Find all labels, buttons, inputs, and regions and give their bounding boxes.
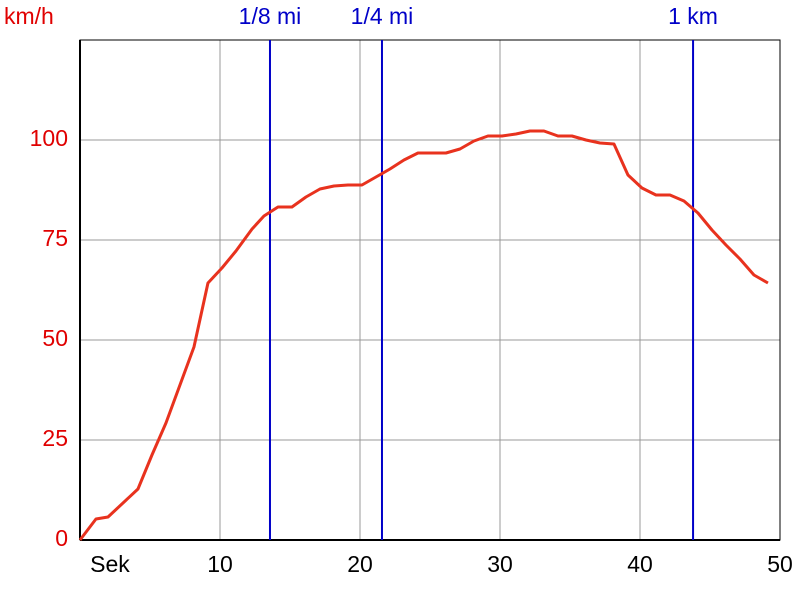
y-tick-label: 100 (30, 125, 68, 151)
x-tick-label: 40 (627, 551, 653, 577)
x-tick-label: 30 (487, 551, 513, 577)
distance-marker-label: 1 km (668, 3, 718, 29)
y-axis-label: km/h (4, 3, 54, 29)
y-tick-label: 0 (55, 525, 68, 551)
x-axis-label: Sek (90, 551, 130, 577)
y-tick-label: 25 (42, 425, 68, 451)
x-tick-label: 50 (767, 551, 793, 577)
y-tick-label: 50 (42, 325, 68, 351)
distance-marker-label: 1/4 mi (351, 3, 414, 29)
y-tick-label: 75 (42, 225, 68, 251)
x-tick-label: 10 (207, 551, 233, 577)
speed-line (78, 129, 769, 541)
x-tick-label: 20 (347, 551, 373, 577)
distance-marker-label: 1/8 mi (239, 3, 302, 29)
